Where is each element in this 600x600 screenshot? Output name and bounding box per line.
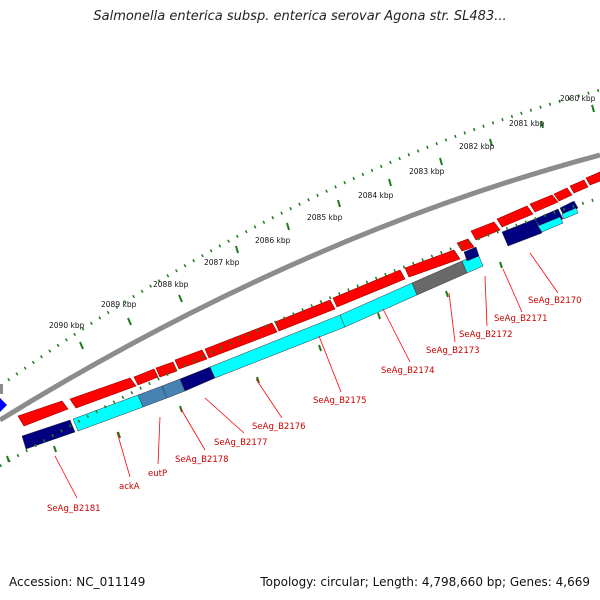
cds-feature[interactable]: [585, 171, 600, 186]
gene-label-seag-b2175[interactable]: SeAg_B2175: [313, 396, 367, 406]
gene-label-seag-b2176[interactable]: SeAg_B2176: [252, 422, 306, 432]
inner-ruler-ticks: [6, 261, 503, 463]
leader-line: [180, 408, 206, 451]
misc-feature[interactable]: [537, 216, 564, 233]
leader-line: [157, 416, 161, 465]
tick-2088: [178, 294, 183, 303]
genome-backbone: [0, 152, 600, 423]
leader-line: [54, 455, 78, 499]
gene-label-seag-b2173[interactable]: SeAg_B2173: [426, 346, 480, 356]
cds-feature[interactable]: [470, 221, 501, 241]
tick-2089: [127, 317, 132, 326]
leader-line: [382, 308, 411, 363]
cds-feature[interactable]: [204, 322, 278, 359]
inner-tick: [6, 455, 10, 463]
kbp-label: 2082 kbp: [459, 142, 495, 151]
cds-feature[interactable]: [133, 368, 159, 386]
leader-line: [502, 268, 523, 313]
leader-line: [484, 275, 488, 327]
kbp-label: 2084 kbp: [358, 191, 394, 200]
gene-feature[interactable]: [21, 419, 76, 450]
kbp-label: 2087 kbp: [204, 258, 240, 267]
kbp-label: 2086 kbp: [255, 236, 291, 245]
outer-ruler-track: [0, 88, 600, 388]
inner-tick: [53, 445, 57, 453]
gene-feature[interactable]: [179, 366, 216, 392]
map-title: Salmonella enterica subsp. enterica sero…: [93, 9, 507, 24]
kbp-label: 2083 kbp: [409, 167, 445, 176]
kbp-label: 2090 kbp: [49, 321, 85, 330]
cds-feature[interactable]: [174, 349, 208, 370]
kbp-label: 2081 kbp: [509, 119, 545, 128]
cds-feature[interactable]: [569, 179, 589, 194]
kbp-label: 2088 kbp: [153, 280, 189, 289]
inner-tick: [499, 261, 503, 269]
misc-feature[interactable]: [561, 207, 579, 220]
kbp-label: 2080 kbp: [560, 94, 596, 103]
gene-label-acka[interactable]: ackA: [119, 482, 140, 492]
accession-text: Accession: NC_011149: [9, 575, 146, 589]
tick-2083: [439, 157, 443, 166]
cds-feature[interactable]: [553, 187, 573, 202]
kbp-tick-marks: [79, 104, 595, 350]
gene-feature[interactable]: [463, 246, 480, 262]
kbp-label: 2085 kbp: [307, 213, 343, 222]
tick-2082: [489, 138, 493, 147]
leader-line: [204, 397, 245, 434]
cds-feature[interactable]: [69, 377, 137, 409]
left-edge-grey-marker: [0, 384, 3, 394]
gene-label-seag-b2178[interactable]: SeAg_B2178: [175, 455, 229, 465]
tick-2084: [388, 178, 392, 187]
forward-cds-track: [17, 171, 600, 427]
inner-tick: [318, 344, 322, 352]
cds-feature[interactable]: [274, 299, 336, 332]
inner-tick: [445, 290, 449, 298]
inner-tick: [117, 431, 121, 439]
genome-summary-text: Topology: circular; Length: 4,798,660 bp…: [260, 575, 590, 589]
tick-2081: [540, 120, 544, 129]
cds-feature[interactable]: [529, 194, 559, 213]
tick-2080: [591, 104, 595, 113]
inner-tick: [256, 376, 260, 384]
tick-2085: [337, 199, 341, 208]
tick-2090: [79, 341, 84, 350]
cds-feature[interactable]: [404, 249, 461, 278]
gene-label-seag-b2177[interactable]: SeAg_B2177: [214, 438, 268, 448]
cds-feature[interactable]: [155, 361, 178, 378]
kbp-labels: 2080 kbp 2081 kbp 2082 kbp 2083 kbp 2084…: [49, 94, 596, 330]
leader-line: [116, 431, 131, 478]
kbp-label: 2089 kbp: [101, 300, 137, 309]
label-leader-lines: [54, 252, 559, 499]
inner-feature-track: [21, 200, 579, 450]
gene-feature[interactable]: [501, 218, 543, 247]
gene-label-seag-b2172[interactable]: SeAg_B2172: [459, 330, 513, 340]
gene-label-seag-b2174[interactable]: SeAg_B2174: [381, 366, 435, 376]
tick-2086: [286, 222, 290, 231]
steel-feature[interactable]: [137, 385, 168, 408]
gene-label-seag-b2171[interactable]: SeAg_B2171: [494, 314, 548, 324]
tick-2087: [235, 245, 239, 254]
leader-line: [529, 252, 559, 294]
gene-label-seag-b2170[interactable]: SeAg_B2170: [528, 296, 582, 306]
cds-feature[interactable]: [496, 205, 534, 228]
gene-label-eutp[interactable]: eutP: [148, 469, 167, 479]
gene-labels: SeAg_B2170 SeAg_B2171 SeAg_B2172 SeAg_B2…: [47, 296, 582, 514]
leader-line: [318, 335, 342, 393]
cds-feature[interactable]: [332, 269, 406, 308]
leader-line: [255, 378, 283, 419]
scroll-left-arrow-icon[interactable]: [0, 398, 7, 412]
cds-feature[interactable]: [17, 400, 69, 427]
gene-label-seag-b2181[interactable]: SeAg_B2181: [47, 504, 101, 514]
leader-line: [448, 292, 456, 343]
inner-tick: [377, 312, 381, 320]
